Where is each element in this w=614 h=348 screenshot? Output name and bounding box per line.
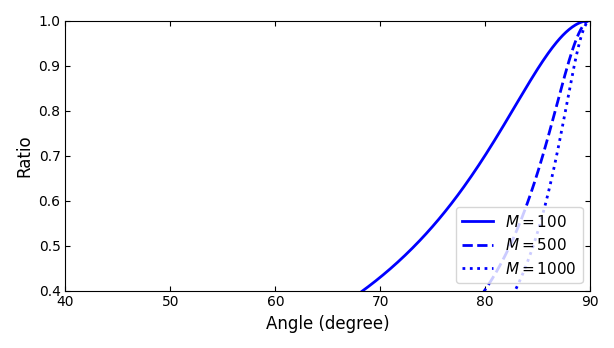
- $M = 1000$: [574, 48, 581, 53]
- X-axis label: Angle (degree): Angle (degree): [266, 315, 390, 333]
- $M = 100$: [311, 319, 318, 324]
- $M = 100$: [346, 298, 353, 302]
- $M = 100$: [492, 137, 499, 141]
- Line: $M = 500$: $M = 500$: [66, 21, 590, 348]
- $M = 1000$: [492, 322, 499, 326]
- $M = 500$: [574, 34, 581, 38]
- Legend: $M = 100$, $M = 500$, $M = 1000$: $M = 100$, $M = 500$, $M = 1000$: [456, 207, 583, 283]
- $M = 100$: [574, 22, 581, 26]
- $M = 100$: [586, 18, 594, 23]
- $M = 500$: [492, 271, 499, 275]
- Line: $M = 1000$: $M = 1000$: [66, 21, 590, 348]
- $M = 100$: [314, 318, 322, 322]
- Y-axis label: Ratio: Ratio: [15, 134, 33, 177]
- $M = 500$: [586, 18, 594, 23]
- $M = 1000$: [586, 18, 594, 23]
- $M = 100$: [374, 277, 381, 281]
- Line: $M = 100$: $M = 100$: [66, 21, 590, 348]
